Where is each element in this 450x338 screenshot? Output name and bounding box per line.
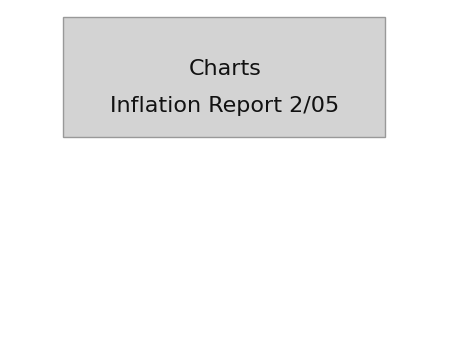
FancyBboxPatch shape [63,17,385,137]
Text: Inflation Report 2/05: Inflation Report 2/05 [110,96,340,117]
Text: Charts: Charts [189,59,261,79]
